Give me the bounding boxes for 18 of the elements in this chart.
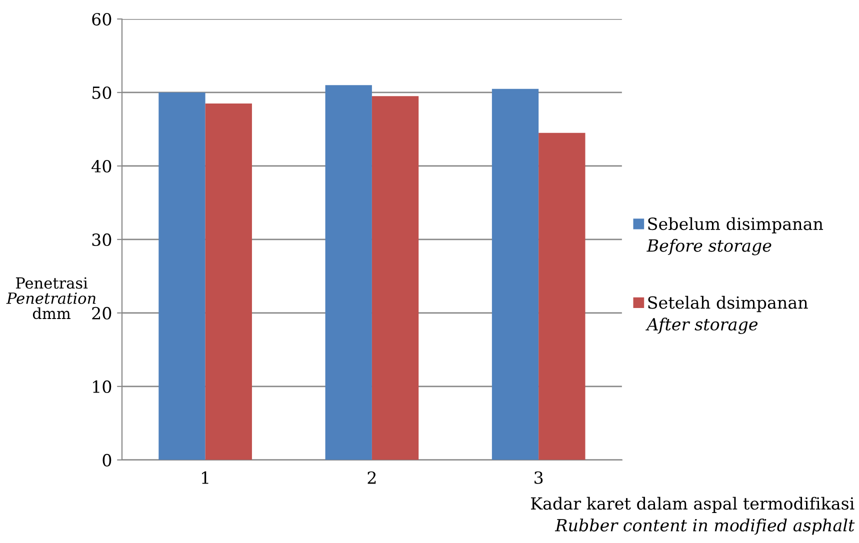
y-tick-label: 40 xyxy=(92,160,112,173)
bar xyxy=(372,96,419,460)
x-tick-label: 3 xyxy=(534,471,543,484)
bar xyxy=(205,104,252,460)
bar xyxy=(158,92,206,460)
bar xyxy=(325,85,372,460)
x-axis-title: Kadar karet dalam aspal termodifikasi Rubber content in modified asphalt xyxy=(531,496,855,535)
y-tick-label: 50 xyxy=(92,86,112,100)
bar xyxy=(538,132,586,460)
bar xyxy=(492,88,539,460)
y-tick-label: 10 xyxy=(93,380,112,394)
x-tick-label: 1 xyxy=(202,471,208,484)
y-tick-label: 0 xyxy=(102,454,112,466)
legend-label: Sebelum disimpanan Before storage xyxy=(646,217,824,256)
y-tick-label: 30 xyxy=(92,233,112,246)
y-tick-label: 60 xyxy=(92,12,112,26)
x-tick-label: 2 xyxy=(368,471,376,484)
legend-label: Setelah dsimpanan After storage xyxy=(646,296,808,334)
